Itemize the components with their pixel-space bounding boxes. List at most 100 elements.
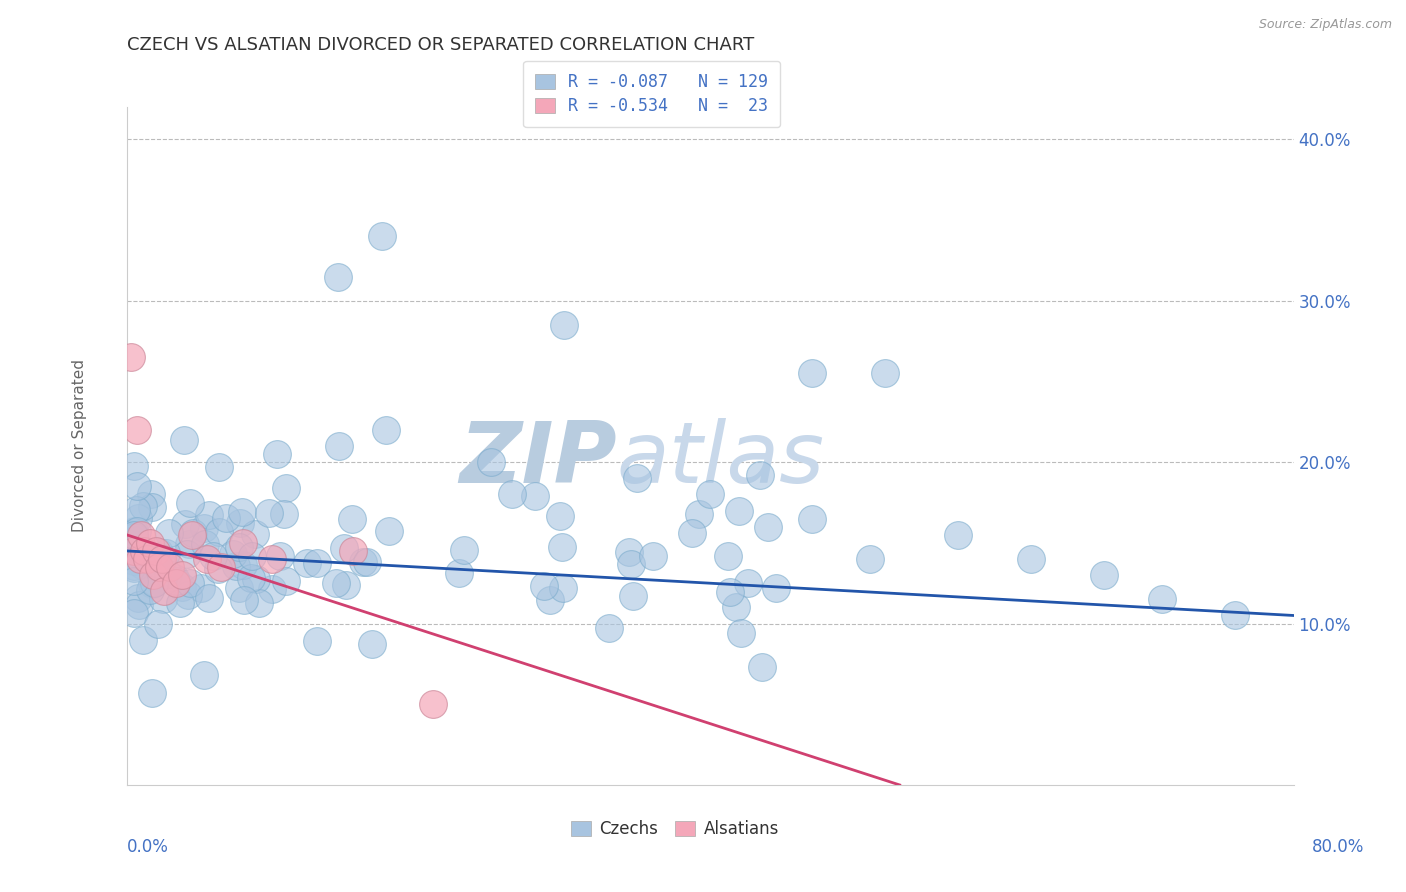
Point: [231, 506, 253, 520]
Point: [148, 560, 170, 574]
Text: Divorced or Separated: Divorced or Separated: [72, 359, 87, 533]
Point: [756, 519, 779, 533]
Point: [141, 686, 163, 700]
Point: [269, 549, 291, 563]
Point: [190, 581, 212, 595]
Point: [641, 549, 664, 563]
Point: [209, 560, 232, 574]
Point: [340, 512, 363, 526]
Point: [228, 581, 250, 595]
Point: [225, 559, 247, 574]
Point: [801, 511, 824, 525]
Point: [155, 546, 177, 560]
Point: [170, 568, 193, 582]
Point: [198, 508, 221, 523]
Point: [163, 571, 186, 585]
Point: [801, 367, 824, 381]
Point: [173, 433, 195, 447]
Point: [533, 579, 555, 593]
Point: [165, 574, 187, 588]
Point: [553, 318, 575, 332]
Point: [122, 528, 145, 542]
Point: [141, 577, 163, 591]
Point: [194, 537, 217, 551]
Point: [273, 508, 295, 522]
Point: [145, 544, 167, 558]
Point: [501, 487, 523, 501]
Point: [875, 367, 897, 381]
Point: [152, 591, 174, 606]
Text: 80.0%: 80.0%: [1312, 838, 1364, 856]
Point: [165, 576, 187, 591]
Point: [245, 573, 267, 587]
Point: [737, 576, 759, 591]
Point: [179, 496, 201, 510]
Point: [361, 637, 384, 651]
Point: [122, 544, 145, 558]
Point: [208, 525, 231, 540]
Point: [122, 527, 145, 541]
Point: [553, 581, 575, 595]
Point: [157, 566, 180, 581]
Point: [523, 489, 546, 503]
Point: [859, 552, 882, 566]
Point: [122, 606, 145, 620]
Point: [122, 559, 145, 574]
Point: [125, 503, 148, 517]
Point: [174, 517, 197, 532]
Point: [305, 634, 328, 648]
Point: [453, 542, 475, 557]
Point: [176, 547, 198, 561]
Point: [201, 549, 224, 563]
Point: [305, 556, 328, 570]
Point: [239, 571, 262, 585]
Point: [699, 487, 721, 501]
Point: [688, 507, 710, 521]
Text: ZIP: ZIP: [458, 418, 617, 501]
Point: [332, 541, 354, 555]
Point: [131, 499, 153, 513]
Point: [141, 500, 163, 514]
Point: [142, 568, 165, 582]
Point: [125, 423, 148, 437]
Point: [136, 552, 159, 566]
Point: [718, 584, 741, 599]
Point: [122, 459, 145, 474]
Point: [208, 459, 231, 474]
Text: Source: ZipAtlas.com: Source: ZipAtlas.com: [1258, 18, 1392, 31]
Point: [122, 553, 145, 567]
Point: [197, 591, 219, 606]
Point: [128, 552, 150, 566]
Point: [352, 555, 374, 569]
Point: [274, 482, 297, 496]
Point: [222, 548, 245, 562]
Point: [538, 593, 561, 607]
Point: [479, 455, 502, 469]
Point: [620, 558, 643, 572]
Point: [125, 479, 148, 493]
Point: [335, 578, 357, 592]
Point: [181, 526, 204, 541]
Point: [378, 524, 401, 538]
Point: [122, 544, 145, 558]
Point: [127, 591, 149, 605]
Point: [422, 698, 444, 712]
Point: [139, 582, 162, 597]
Point: [621, 589, 644, 603]
Point: [122, 524, 145, 538]
Point: [266, 447, 288, 461]
Point: [159, 526, 181, 541]
Point: [128, 598, 150, 612]
Point: [749, 467, 772, 482]
Point: [247, 596, 270, 610]
Point: [207, 561, 229, 575]
Point: [262, 582, 284, 597]
Point: [617, 544, 640, 558]
Point: [152, 566, 174, 580]
Point: [122, 561, 145, 575]
Point: [946, 528, 969, 542]
Point: [232, 536, 254, 550]
Point: [195, 552, 218, 566]
Point: [257, 506, 280, 520]
Point: [169, 596, 191, 610]
